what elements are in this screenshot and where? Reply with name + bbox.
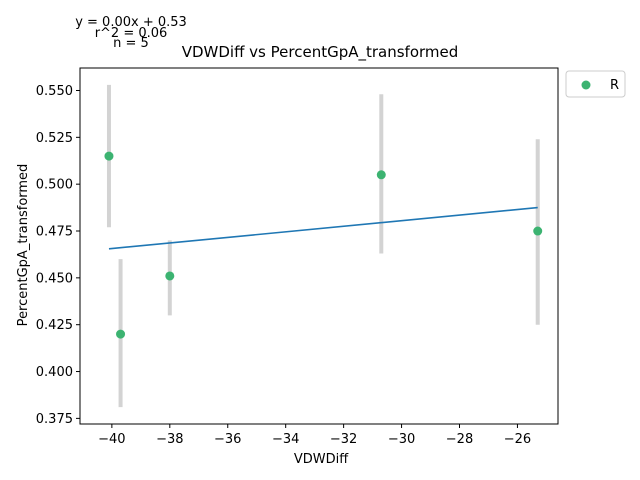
y-tick-label: 0.475 (36, 225, 73, 240)
data-point-5 (533, 226, 543, 236)
y-tick-label: 0.525 (36, 131, 73, 146)
y-tick-label: 0.450 (36, 271, 73, 286)
data-point-4 (376, 170, 386, 180)
data-point-1 (104, 151, 114, 161)
y-tick-label: 0.425 (36, 318, 73, 333)
x-tick-label: −38 (156, 432, 183, 447)
x-tick-label: −28 (446, 432, 473, 447)
n-label: n = 5 (113, 36, 149, 51)
r-squared-label: r^2 = 0.06 (95, 26, 168, 41)
legend-label: R (610, 78, 619, 93)
fit-equation: y = 0.00x + 0.53 (75, 15, 187, 30)
y-tick-label: 0.400 (36, 365, 73, 380)
x-axis-label: VDWDiff (294, 452, 349, 467)
x-tick-label: −30 (388, 432, 415, 447)
x-tick-label: −34 (272, 432, 299, 447)
x-tick-label: −32 (330, 432, 357, 447)
plot-area (104, 84, 543, 408)
y-axis-label: PercentGpA_transformed (16, 164, 31, 327)
y-axis: 0.375 0.400 0.425 0.450 0.475 0.500 0.525 0.550 (36, 84, 80, 427)
y-tick-label: 0.375 (36, 412, 73, 427)
x-tick-label: −36 (214, 432, 241, 447)
chart-title: VDWDiff vs PercentGpA_transformed (182, 43, 459, 62)
legend-box (565, 70, 626, 98)
y-tick-label: 0.500 (36, 178, 73, 193)
regression-line (108, 206, 538, 250)
axes-frame (79, 67, 559, 425)
data-point-2 (116, 329, 126, 339)
data-point-3 (165, 271, 175, 281)
x-tick-label: −26 (504, 432, 531, 447)
x-axis: −40 −38 −36 −34 −32 −30 −28 −26 (98, 424, 531, 447)
y-tick-label: 0.550 (36, 84, 73, 99)
legend: R (565, 70, 626, 98)
legend-marker (581, 80, 591, 90)
x-tick-label: −40 (98, 432, 125, 447)
